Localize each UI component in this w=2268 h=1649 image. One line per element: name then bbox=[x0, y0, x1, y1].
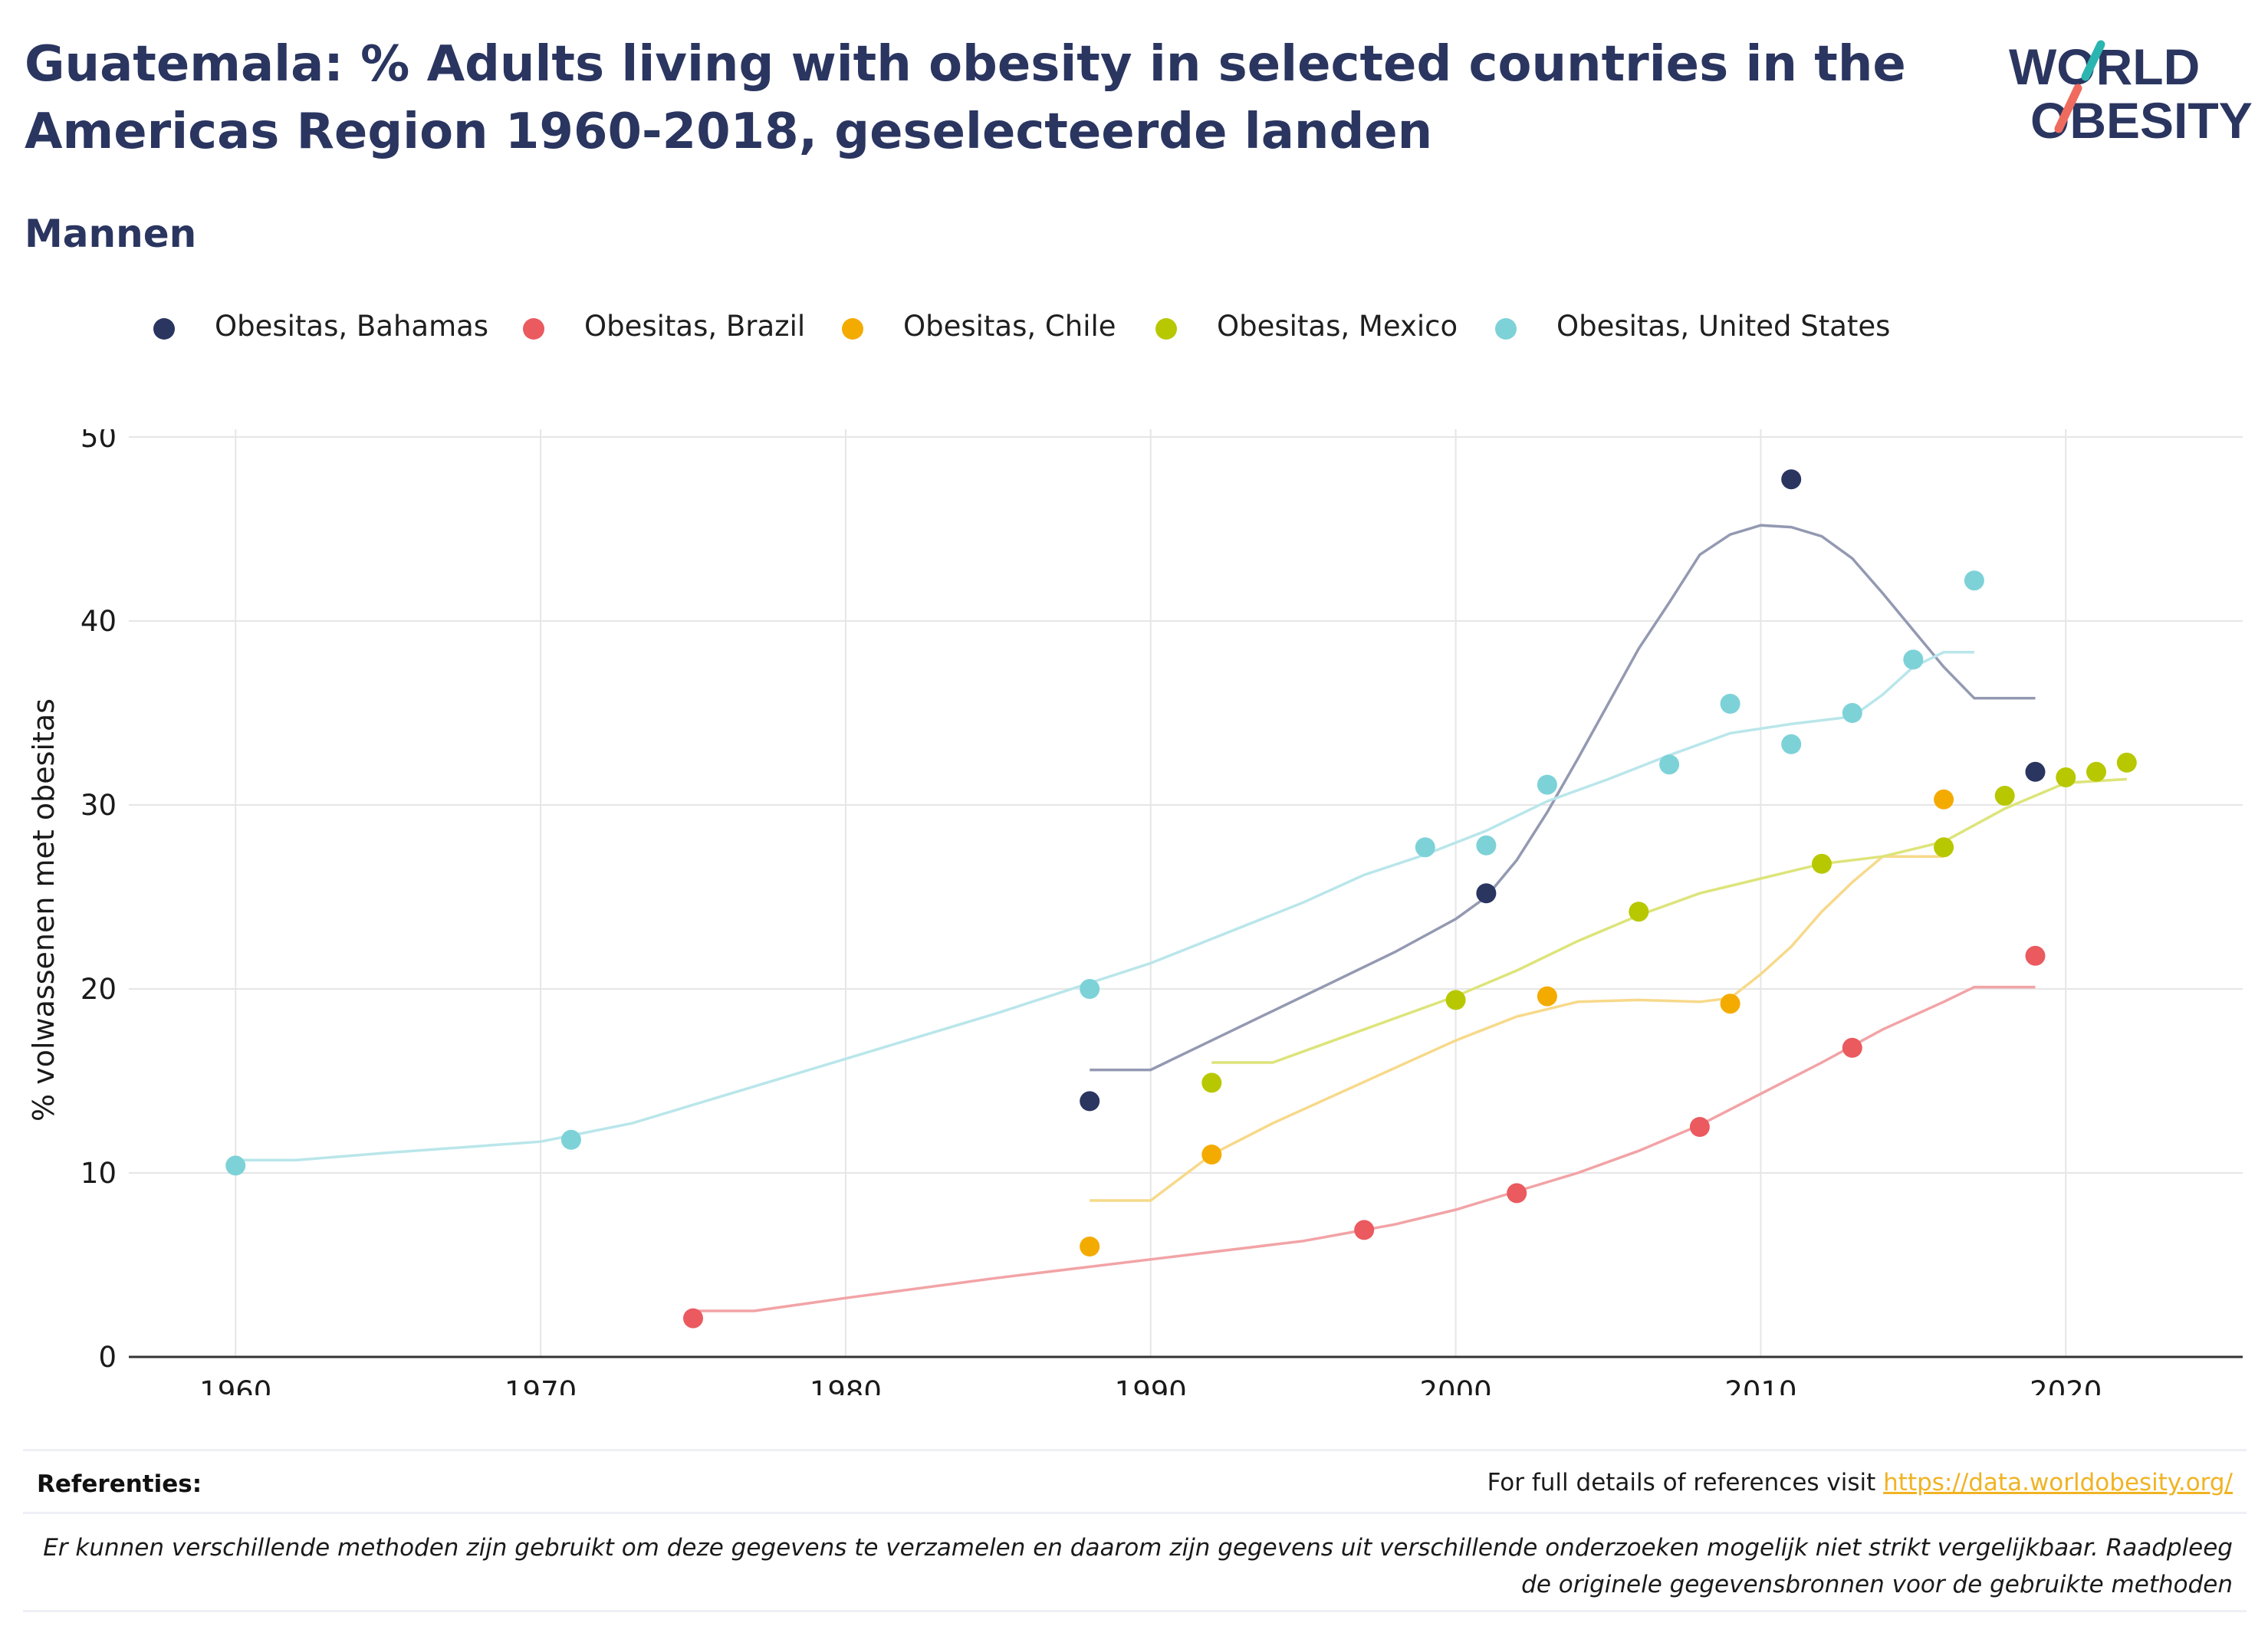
logo-slash-teal bbox=[2081, 40, 2105, 81]
legend-marker bbox=[153, 318, 175, 340]
data-point bbox=[1476, 883, 1497, 904]
legend-label: Obesitas, Bahamas bbox=[215, 310, 489, 343]
legend-label: Obesitas, Brazil bbox=[584, 310, 806, 343]
logo-line1: WORLD bbox=[2009, 38, 2200, 95]
data-point bbox=[2056, 767, 2076, 787]
data-point bbox=[1934, 789, 1954, 810]
data-point bbox=[1720, 994, 1740, 1014]
footer-divider bbox=[23, 1610, 2247, 1612]
data-point bbox=[1537, 986, 1557, 1007]
references-text-prefix: For full details of references visit bbox=[1487, 1469, 1884, 1496]
data-point bbox=[1842, 1037, 1862, 1058]
trend-line bbox=[1090, 524, 2036, 1072]
references-text: For full details of references visit htt… bbox=[1487, 1469, 2233, 1496]
data-point bbox=[1080, 1237, 1100, 1256]
x-tick-label: 1980 bbox=[810, 1375, 882, 1395]
data-point bbox=[1445, 990, 1466, 1010]
x-tick-label: 1960 bbox=[199, 1375, 271, 1395]
data-point bbox=[1659, 754, 1680, 775]
data-point bbox=[1781, 734, 1802, 754]
data-point bbox=[1201, 1073, 1222, 1093]
data-point bbox=[1689, 1117, 1710, 1137]
data-point bbox=[1080, 1091, 1100, 1112]
data-point bbox=[1903, 649, 1924, 670]
legend-label: Obesitas, Chile bbox=[903, 310, 1116, 343]
data-point bbox=[1964, 570, 1984, 591]
chart-subtitle: Mannen bbox=[25, 212, 197, 256]
legend-marker bbox=[1155, 318, 1177, 340]
legend-label: Obesitas, United States bbox=[1556, 310, 1891, 343]
y-axis-label: % volwassenen met obesitas bbox=[27, 698, 61, 1122]
x-tick-label: 2010 bbox=[1724, 1375, 1796, 1395]
legend-marker bbox=[842, 318, 863, 340]
y-tick-label: 10 bbox=[81, 1157, 117, 1190]
logo-slash-coral bbox=[2054, 84, 2082, 133]
trend-line bbox=[1211, 777, 2127, 1064]
footer-divider bbox=[23, 1512, 2247, 1514]
trend-line bbox=[235, 651, 1974, 1161]
data-point bbox=[2025, 945, 2046, 966]
y-tick-label: 50 bbox=[81, 429, 117, 454]
data-point bbox=[1934, 837, 1954, 858]
data-point bbox=[1781, 469, 1802, 490]
data-point bbox=[1812, 853, 1832, 874]
trend-lines bbox=[235, 524, 2127, 1312]
data-point bbox=[683, 1308, 703, 1329]
data-point bbox=[1507, 1183, 1527, 1204]
x-tick-label: 2020 bbox=[2030, 1375, 2102, 1395]
data-point bbox=[1080, 979, 1100, 999]
trend-line bbox=[693, 985, 2036, 1312]
y-tick-label: 30 bbox=[81, 789, 117, 822]
data-point bbox=[1415, 837, 1435, 858]
x-tick-label: 1970 bbox=[505, 1375, 577, 1395]
footer-divider bbox=[23, 1449, 2247, 1451]
disclaimer-text: Er kunnen verschillende methoden zijn ge… bbox=[43, 1534, 2233, 1598]
legend-marker bbox=[1495, 318, 1517, 340]
data-point bbox=[1354, 1220, 1375, 1240]
data-point bbox=[560, 1129, 581, 1150]
x-tick-label: 1990 bbox=[1115, 1375, 1187, 1395]
legend-marker bbox=[523, 318, 544, 340]
references-link[interactable]: https://data.worldobesity.org/ bbox=[1883, 1469, 2233, 1496]
references-label: Referenties: bbox=[37, 1470, 202, 1498]
data-point bbox=[1537, 774, 1557, 795]
data-point bbox=[1994, 786, 2015, 806]
y-tick-label: 40 bbox=[81, 605, 117, 638]
data-point bbox=[1720, 694, 1740, 714]
data-point bbox=[1842, 703, 1862, 723]
axes: 1960 1970 1980 1990 2000 2010 2020 0 10 20 30 40 50 bbox=[81, 429, 2243, 1395]
x-tick-label: 2000 bbox=[1419, 1375, 1491, 1395]
y-tick-label: 20 bbox=[81, 973, 117, 1006]
data-points bbox=[225, 469, 2137, 1329]
data-point bbox=[2086, 761, 2106, 782]
world-obesity-logo: WORLD OBESITY bbox=[2009, 38, 2253, 149]
chart-title: Guatemala: % Adults living with obesity … bbox=[25, 36, 1906, 160]
grid bbox=[129, 429, 2243, 1357]
data-point bbox=[1476, 835, 1497, 856]
data-point bbox=[2025, 761, 2046, 782]
obesity-chart: 1960 1970 1980 1990 2000 2010 202001020304050 … bbox=[27, 429, 2243, 1395]
data-point bbox=[1201, 1145, 1222, 1164]
legend-label: Obesitas, Mexico bbox=[1217, 310, 1458, 343]
data-point bbox=[2116, 752, 2137, 773]
y-tick-label: 0 bbox=[98, 1341, 117, 1374]
data-point bbox=[225, 1155, 246, 1176]
trend-line bbox=[1090, 855, 1944, 1202]
data-point bbox=[1629, 902, 1649, 922]
